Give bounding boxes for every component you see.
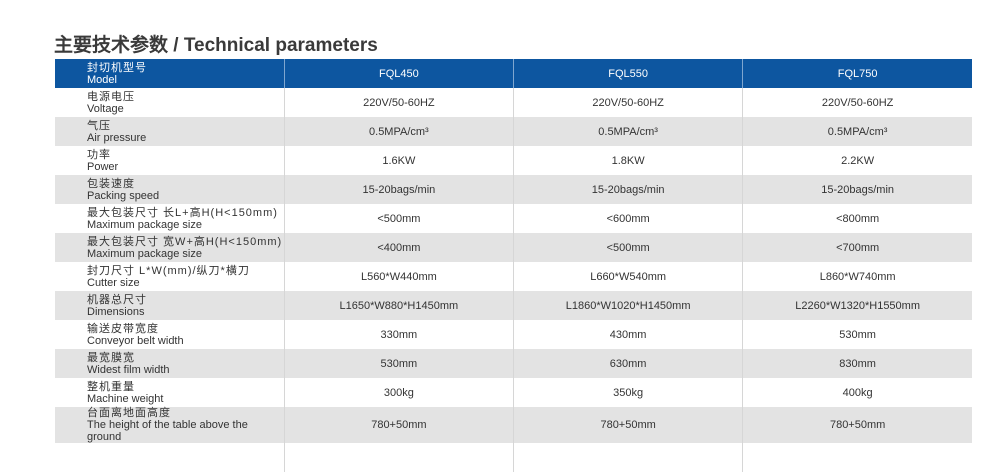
value-cell: L1860*W1020*H1450mm	[512, 291, 743, 320]
param-label-cell: 台面离地面高度 The height of the table above the…	[55, 407, 285, 443]
value-cell: 780+50mm	[512, 407, 743, 443]
table-row-partial	[55, 443, 972, 472]
label-en: Conveyor belt width	[87, 334, 184, 347]
table-row: 输送皮带宽度 Conveyor belt width 330mm 430mm 530mm	[55, 320, 972, 349]
label-zh: 功率	[87, 148, 111, 161]
table-row: 包装速度 Packing speed 15-20bags/min 15-20bags/…	[55, 175, 972, 204]
param-label-cell: 包装速度 Packing speed	[55, 175, 285, 204]
technical-parameters-table: 封切机型号 Model FQL450 FQL550 FQL750 电源电压 Volt…	[55, 59, 972, 472]
model-label-cell: 封切机型号 Model	[55, 59, 285, 88]
label-en: Machine weight	[87, 392, 164, 405]
label-zh: 最大包装尺寸 长L+高H(H<150mm)	[87, 206, 278, 219]
label-en: Model	[87, 73, 117, 86]
value-cell: 830mm	[742, 349, 972, 378]
label-zh: 电源电压	[87, 90, 135, 103]
param-label-cell: 功率 Power	[55, 146, 284, 175]
table-row: 最大包装尺寸 长L+高H(H<150mm) Maximum package siz…	[55, 204, 972, 233]
table-header-row: 封切机型号 Model FQL450 FQL550 FQL750	[55, 59, 972, 88]
value-cell: <500mm	[512, 233, 743, 262]
param-label-cell: 最大包装尺寸 宽W+高H(H<150mm) Maximum package siz…	[55, 233, 285, 262]
label-zh: 台面离地面高度	[87, 407, 171, 419]
label-zh: 最宽膜宽	[87, 351, 135, 364]
value-cell: L860*W740mm	[742, 262, 972, 291]
value-cell: 15-20bags/min	[742, 175, 972, 204]
table-row: 电源电压 Voltage 220V/50-60HZ 220V/50-60HZ 220V/…	[55, 88, 972, 117]
value-cell: 0.5MPA/cm³	[283, 117, 514, 146]
table-row: 整机重量 Machine weight 300kg 350kg 400kg	[55, 378, 972, 407]
model-header: FQL450	[283, 59, 514, 88]
label-en: Cutter size	[87, 276, 140, 289]
label-zh: 包装速度	[87, 177, 135, 190]
value-cell: 15-20bags/min	[283, 175, 514, 204]
value-cell: <500mm	[283, 204, 514, 233]
value-cell: L1650*W880*H1450mm	[283, 291, 514, 320]
empty-cell	[742, 443, 972, 472]
value-cell: 0.5MPA/cm³	[742, 117, 972, 146]
model-header: FQL750	[742, 59, 972, 88]
table-row: 最大包装尺寸 宽W+高H(H<150mm) Maximum package siz…	[55, 233, 972, 262]
value-cell: 220V/50-60HZ	[283, 88, 514, 117]
label-en: Power	[87, 160, 119, 173]
param-label-cell: 最宽膜宽 Widest film width	[55, 349, 285, 378]
param-label-cell: 气压 Air pressure	[55, 117, 285, 146]
label-en: The height of the table above the ground	[87, 419, 248, 443]
label-en: Air pressure	[87, 131, 147, 144]
value-cell: <400mm	[283, 233, 514, 262]
label-en: Dimensions	[87, 305, 145, 318]
value-cell: <700mm	[742, 233, 972, 262]
value-cell: 0.5MPA/cm³	[512, 117, 743, 146]
value-cell: L2260*W1320*H1550mm	[742, 291, 972, 320]
label-zh: 整机重量	[87, 380, 135, 393]
page-title: 主要技术参数 / Technical parameters	[54, 35, 378, 56]
label-en: Voltage	[87, 102, 124, 115]
value-cell: 530mm	[742, 320, 972, 349]
value-cell: 220V/50-60HZ	[742, 88, 972, 117]
label-en: Widest film width	[87, 363, 170, 376]
value-cell: 400kg	[742, 378, 972, 407]
label-zh: 封刀尺寸 L*W(mm)/纵刀*横刀	[87, 264, 250, 277]
value-cell: 430mm	[512, 320, 743, 349]
value-cell: L560*W440mm	[283, 262, 514, 291]
param-label-cell: 最大包装尺寸 长L+高H(H<150mm) Maximum package siz…	[55, 204, 284, 233]
table-row: 台面离地面高度 The height of the table above the…	[55, 407, 972, 443]
label-zh: 机器总尺寸	[87, 293, 147, 306]
value-cell: 780+50mm	[283, 407, 514, 443]
value-cell: <800mm	[742, 204, 972, 233]
model-header: FQL550	[512, 59, 743, 88]
value-cell: 1.6KW	[283, 146, 514, 175]
table-row: 最宽膜宽 Widest film width 530mm 630mm 830mm	[55, 349, 972, 378]
label-zh: 气压	[87, 119, 111, 132]
empty-cell	[512, 443, 743, 472]
param-label-cell: 整机重量 Machine weight	[55, 378, 284, 407]
empty-cell	[283, 443, 514, 472]
table-row: 封刀尺寸 L*W(mm)/纵刀*横刀 Cutter size L560*W440mm…	[55, 262, 972, 291]
value-cell: 530mm	[283, 349, 514, 378]
table-row: 气压 Air pressure 0.5MPA/cm³ 0.5MPA/cm³ 0.5MPA…	[55, 117, 972, 146]
value-cell: 630mm	[512, 349, 743, 378]
value-cell: 300kg	[283, 378, 514, 407]
value-cell: 15-20bags/min	[512, 175, 743, 204]
table-row: 机器总尺寸 Dimensions L1650*W880*H1450mm L1860*W…	[55, 291, 972, 320]
value-cell: 2.2KW	[742, 146, 972, 175]
value-cell: 350kg	[512, 378, 743, 407]
value-cell: L660*W540mm	[512, 262, 743, 291]
label-zh: 封切机型号	[87, 61, 147, 74]
value-cell: 780+50mm	[742, 407, 972, 443]
value-cell: 220V/50-60HZ	[512, 88, 743, 117]
value-cell: 330mm	[283, 320, 514, 349]
label-en: Maximum package size	[87, 247, 202, 260]
label-en: Maximum package size	[87, 218, 202, 231]
empty-cell	[55, 443, 284, 472]
label-zh: 最大包装尺寸 宽W+高H(H<150mm)	[87, 235, 283, 248]
value-cell: <600mm	[512, 204, 743, 233]
param-label-cell: 机器总尺寸 Dimensions	[55, 291, 285, 320]
table-row: 功率 Power 1.6KW 1.8KW 2.2KW	[55, 146, 972, 175]
param-label-cell: 封刀尺寸 L*W(mm)/纵刀*横刀 Cutter size	[55, 262, 284, 291]
value-cell: 1.8KW	[512, 146, 743, 175]
label-zh: 输送皮带宽度	[87, 322, 159, 335]
label-en: Packing speed	[87, 189, 160, 202]
param-label-cell: 输送皮带宽度 Conveyor belt width	[55, 320, 284, 349]
param-label-cell: 电源电压 Voltage	[55, 88, 284, 117]
